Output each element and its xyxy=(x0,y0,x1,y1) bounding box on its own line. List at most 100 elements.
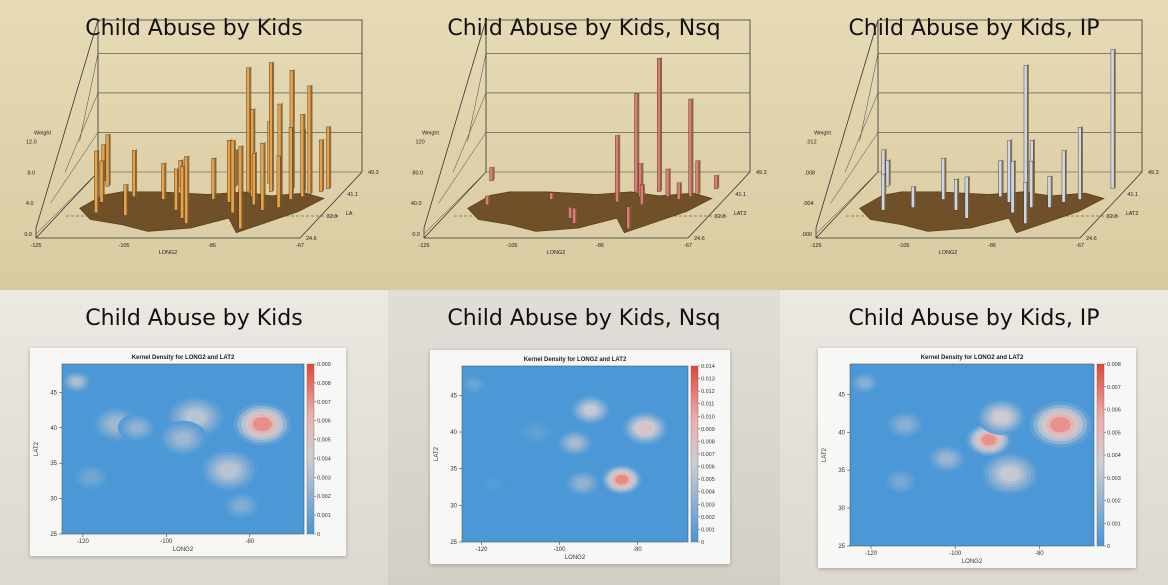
colorbar-tick-label: 0.002 xyxy=(1107,499,1121,505)
panel-kd-ip: Child Abuse by Kids, IP Kernel Density f… xyxy=(780,290,1168,585)
bar-front xyxy=(180,166,184,219)
kd-contour xyxy=(898,419,912,430)
kd-hotspot xyxy=(200,448,258,492)
colorbar-tick-label: 0.005 xyxy=(1107,430,1121,436)
x-tick-label: -80 xyxy=(633,547,642,553)
bar-side xyxy=(698,159,701,195)
bar-side xyxy=(109,133,111,187)
kd-contour xyxy=(185,410,206,425)
bar-side xyxy=(1081,125,1083,200)
bar-front xyxy=(885,160,890,187)
bar-front xyxy=(1010,161,1015,214)
bar-front xyxy=(1061,150,1066,203)
bar-side xyxy=(303,112,306,197)
panel-3d-nsq: Child Abuse by Kids, Nsq 0.0 40.0 80.0 120 W… xyxy=(388,0,780,290)
colorbar-tick-label: 0.009 xyxy=(701,427,715,433)
back-wall xyxy=(485,19,751,172)
bar-side xyxy=(629,205,632,229)
bar-front xyxy=(941,158,945,200)
bar xyxy=(1110,48,1116,190)
bar-front xyxy=(572,207,576,224)
x-tick-label: -67 xyxy=(296,243,304,249)
z-tick-label: 49.3 xyxy=(368,170,379,176)
y-tick-label: 40.0 xyxy=(411,201,422,207)
kd-hotspot xyxy=(159,420,207,457)
x-tick-label: -120 xyxy=(77,539,90,545)
x-tick-label: -86 xyxy=(988,243,996,249)
y-axis-label: LAT2 xyxy=(822,447,828,462)
y-tick-label: 25 xyxy=(50,532,57,538)
y-tick-label: .000 xyxy=(801,232,812,238)
bar-front xyxy=(174,168,178,211)
z-tick-label: 49.3 xyxy=(756,170,767,176)
bar-front xyxy=(269,62,273,192)
side-wall xyxy=(35,19,99,238)
bar-side xyxy=(660,56,663,192)
y-tick-label: 30 xyxy=(450,503,457,509)
colorbar-tick-label: 0.007 xyxy=(317,400,331,406)
bar-side xyxy=(234,139,236,213)
bar-front xyxy=(319,139,323,192)
kd-hotspot xyxy=(622,411,668,445)
y-tick-label: 0.0 xyxy=(24,232,32,238)
z-tick-label: 41.1 xyxy=(735,192,746,198)
bar-front xyxy=(964,176,969,219)
y-tick-label: 30 xyxy=(838,506,845,512)
kd-group: Kernel Density for LONG2 and LAT2 -120 -10… xyxy=(434,357,715,561)
colorbar-tick-label: 0.004 xyxy=(1107,453,1121,459)
slide-title: Child Abuse by Kids xyxy=(85,306,303,331)
bar-front xyxy=(1023,182,1028,224)
kd-contour xyxy=(576,478,589,488)
bar-side xyxy=(292,125,294,200)
kd-contour xyxy=(235,500,248,511)
bar xyxy=(1077,125,1083,200)
bar xyxy=(238,145,244,230)
kd-contour xyxy=(1000,466,1020,482)
bar-side xyxy=(1032,159,1035,208)
y-axis-label: LAT2 xyxy=(34,441,40,456)
colorbar-tick-label: 0.013 xyxy=(701,377,715,383)
y-tick-label: 40 xyxy=(450,430,457,436)
grid-line xyxy=(50,132,99,204)
chart-3d-group: 0.0 40.0 80.0 120 Weight -125 -105 -86 -67 LONG2 2… xyxy=(411,19,767,256)
colorbar-tick-label: 0.001 xyxy=(1107,521,1121,527)
kd-chart: Kernel Density for LONG2 and LAT2 -120 -10… xyxy=(822,355,1121,565)
kd-chart: Kernel Density for LONG2 and LAT2 -120 -10… xyxy=(434,357,715,561)
bar-side xyxy=(135,149,138,197)
colorbar-tick-label: 0 xyxy=(1107,544,1110,550)
kd-plot-title: Kernel Density for LONG2 and LAT2 xyxy=(921,355,1024,361)
x-tick-label: -100 xyxy=(553,547,566,553)
bar-side xyxy=(488,194,491,205)
bar xyxy=(105,133,111,187)
bar-side xyxy=(1026,180,1029,224)
bar-front xyxy=(260,142,265,211)
bar-front xyxy=(657,58,661,192)
bar xyxy=(695,159,701,195)
kd-density-area xyxy=(62,371,292,520)
y-tick-label: 0.0 xyxy=(412,232,420,238)
kd-hotspot xyxy=(62,371,91,393)
y-tick-label: 80.0 xyxy=(412,170,423,176)
y-tick-label: 40 xyxy=(838,430,845,436)
colorbar-tick-label: 0.005 xyxy=(701,477,715,483)
bar-front xyxy=(246,67,250,192)
bar xyxy=(1010,159,1016,214)
bar xyxy=(964,175,970,219)
floor-frame xyxy=(35,171,363,239)
x-tick-label: -120 xyxy=(475,547,488,553)
bar xyxy=(885,158,891,187)
bar-side xyxy=(1065,149,1067,203)
bar-side xyxy=(322,138,325,192)
slide-title: Child Abuse by Kids, IP xyxy=(848,306,1100,331)
bar-front xyxy=(251,153,256,206)
bar xyxy=(269,61,275,192)
bar-front xyxy=(688,98,693,198)
grid-line xyxy=(35,171,99,235)
bar-front xyxy=(881,173,885,211)
bar xyxy=(300,112,306,198)
bar xyxy=(714,174,720,190)
bar xyxy=(251,151,257,206)
y-axis-label: Weight xyxy=(34,131,51,137)
bar-side xyxy=(103,159,105,203)
kd-chart: Kernel Density for LONG2 and LAT2 -120 -10… xyxy=(34,355,331,553)
